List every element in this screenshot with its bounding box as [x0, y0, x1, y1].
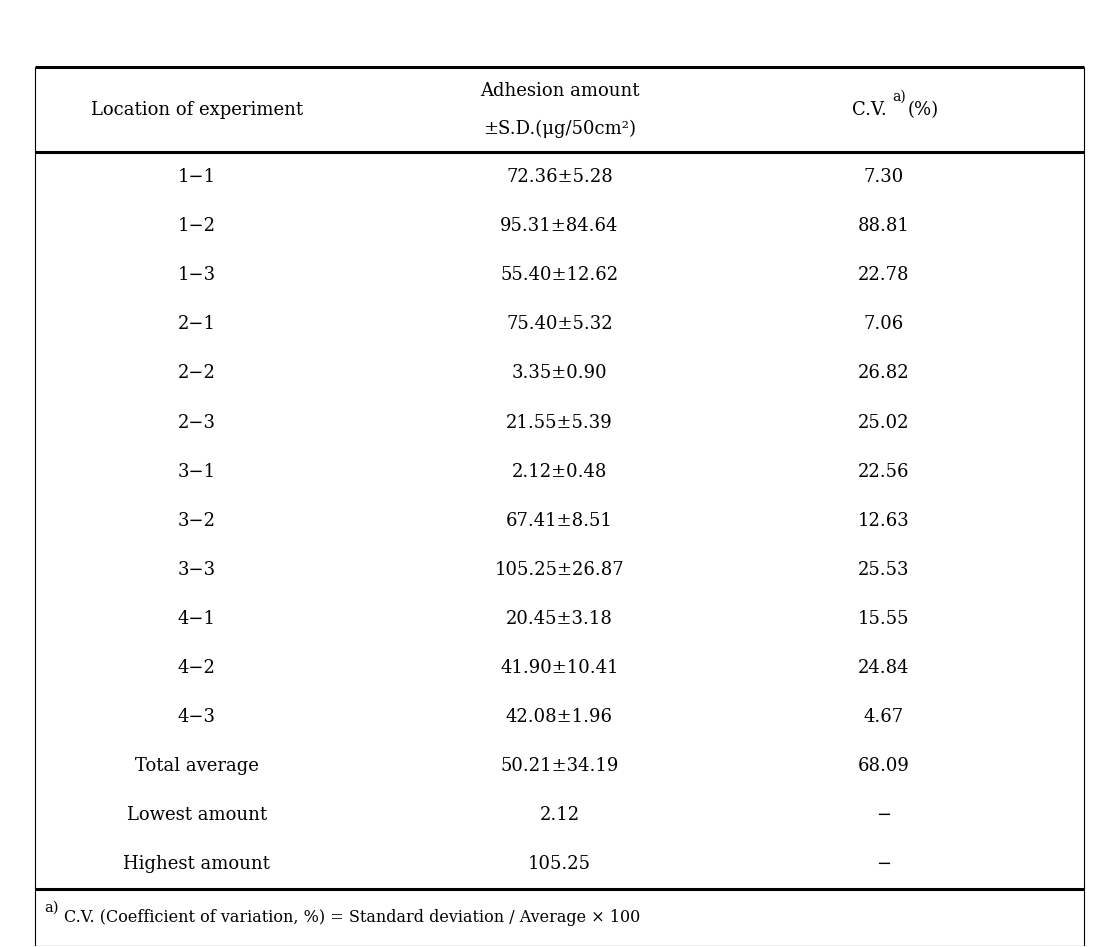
Text: 2.12: 2.12	[539, 806, 580, 824]
Text: 24.84: 24.84	[857, 659, 909, 677]
Text: 105.25±26.87: 105.25±26.87	[495, 561, 624, 579]
Text: Adhesion amount: Adhesion amount	[480, 82, 639, 100]
Text: −: −	[876, 855, 891, 873]
Text: 105.25: 105.25	[528, 855, 591, 873]
Text: 22.78: 22.78	[857, 266, 909, 284]
Text: 7.06: 7.06	[863, 315, 903, 333]
Text: 21.55±5.39: 21.55±5.39	[506, 414, 613, 432]
Text: 4.67: 4.67	[863, 708, 903, 726]
Text: 88.81: 88.81	[857, 217, 909, 235]
Text: 2−2: 2−2	[178, 365, 216, 383]
Text: 68.09: 68.09	[857, 758, 909, 776]
Text: 1−1: 1−1	[178, 168, 216, 186]
Text: 4−3: 4−3	[178, 708, 216, 726]
Text: 50.21±34.19: 50.21±34.19	[500, 758, 619, 776]
Text: 75.40±5.32: 75.40±5.32	[506, 315, 613, 333]
Text: 4−2: 4−2	[178, 659, 216, 677]
Text: 26.82: 26.82	[857, 365, 909, 383]
Text: (%): (%)	[908, 101, 939, 119]
Text: 7.30: 7.30	[863, 168, 903, 186]
Text: 2.12±0.48: 2.12±0.48	[511, 463, 608, 481]
Text: Location of experiment: Location of experiment	[91, 101, 303, 119]
Text: 3.35±0.90: 3.35±0.90	[511, 365, 608, 383]
Text: 3−1: 3−1	[178, 463, 216, 481]
Text: 1−3: 1−3	[178, 266, 216, 284]
Text: 1−2: 1−2	[178, 217, 216, 235]
Text: 42.08±1.96: 42.08±1.96	[506, 708, 613, 726]
Text: 55.40±12.62: 55.40±12.62	[500, 266, 619, 284]
Text: 25.53: 25.53	[857, 561, 909, 579]
Text: 2−3: 2−3	[178, 414, 216, 432]
Text: a): a)	[892, 90, 906, 104]
Text: Total average: Total average	[134, 758, 258, 776]
Text: 72.36±5.28: 72.36±5.28	[506, 168, 613, 186]
Text: 15.55: 15.55	[857, 610, 909, 628]
Text: 67.41±8.51: 67.41±8.51	[506, 511, 613, 529]
Text: 41.90±10.41: 41.90±10.41	[500, 659, 619, 677]
Text: 3−2: 3−2	[178, 511, 216, 529]
Text: 95.31±84.64: 95.31±84.64	[500, 217, 619, 235]
Text: 22.56: 22.56	[857, 463, 909, 481]
Text: C.V. (Coefficient of variation, %) = Standard deviation / Average × 100: C.V. (Coefficient of variation, %) = Sta…	[64, 909, 640, 926]
Text: −: −	[876, 806, 891, 824]
Text: 20.45±3.18: 20.45±3.18	[506, 610, 613, 628]
Text: 12.63: 12.63	[857, 511, 909, 529]
Text: 4−1: 4−1	[178, 610, 216, 628]
Text: C.V.: C.V.	[852, 101, 886, 119]
Text: 2−1: 2−1	[178, 315, 216, 333]
Text: 25.02: 25.02	[857, 414, 909, 432]
Text: Highest amount: Highest amount	[123, 855, 270, 873]
Text: Lowest amount: Lowest amount	[126, 806, 266, 824]
Text: 3−3: 3−3	[178, 561, 216, 579]
Text: a): a)	[44, 901, 58, 915]
Text: ±S.D.(μg/50cm²): ±S.D.(μg/50cm²)	[483, 119, 636, 138]
